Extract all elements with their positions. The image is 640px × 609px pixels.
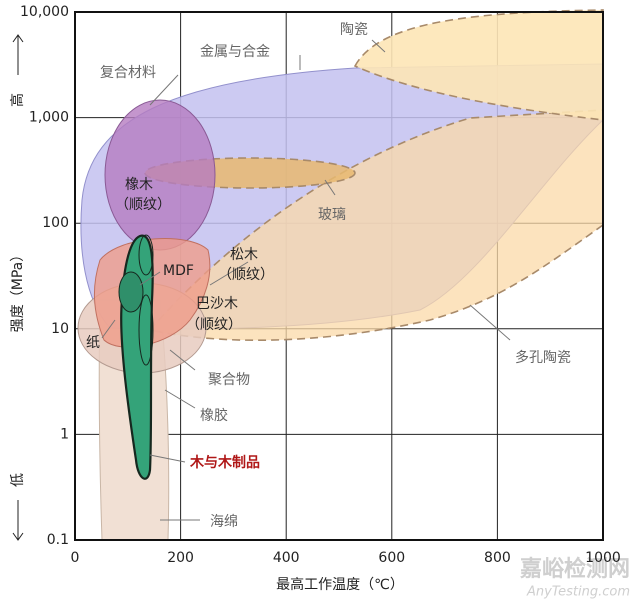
region-oak-wood [138, 234, 154, 276]
x-tick-label: 400 [273, 550, 300, 566]
y-tick-label: 100 [42, 215, 69, 231]
y-tick-label: 10 [51, 321, 69, 337]
watermark: AnyTesting.com [526, 585, 630, 600]
y-tick-label: 1 [60, 426, 69, 442]
x-tick-label: 0 [71, 550, 80, 566]
labels: 陶瓷 金属与合金 复合材料 橡木 （顺纹） 玻璃 松木 （顺纹） MDF 巴沙木… [86, 22, 571, 530]
region-label: 橡胶 [200, 407, 228, 424]
x-axis-label: 最高工作温度（℃） [276, 576, 404, 593]
region-label: 聚合物 [208, 372, 250, 388]
region-label: 海绵 [210, 513, 238, 530]
region-label: 纸 [86, 335, 100, 351]
region-balsa [138, 294, 154, 366]
region-label: 复合材料 [100, 64, 156, 81]
arrow-up [12, 34, 24, 75]
plot-frame [74, 11, 604, 541]
region-label: 橡木 [125, 177, 153, 193]
watermark: 嘉峪检测网 [520, 556, 630, 582]
x-tick-label: 600 [378, 550, 405, 566]
y-high-label: 高 [9, 93, 26, 107]
x-tick-label: 200 [167, 550, 194, 566]
region-label: MDF [163, 263, 194, 279]
y-low-label: 低 [10, 473, 26, 487]
region-label: 多孔陶瓷 [515, 349, 571, 366]
y-tick-label: 0.1 [47, 532, 69, 548]
region-label: 木与木制品 [189, 454, 260, 471]
x-tick-label: 1000 [585, 550, 621, 566]
region-label: 松木 [230, 247, 258, 263]
region-label: （顺纹） [218, 267, 274, 283]
region-label: 巴沙木 [196, 296, 238, 312]
x-tick-label: 800 [484, 550, 511, 566]
arrow-down [12, 500, 24, 541]
region-label: 陶瓷 [340, 22, 368, 38]
y-tick-label: 10,000 [20, 4, 69, 20]
region-label: 金属与合金 [200, 44, 270, 60]
regions [77, 9, 604, 541]
y-axis-label: 强度（MPa） [10, 248, 26, 332]
region-ceramics [353, 9, 604, 121]
region-label: 玻璃 [318, 206, 346, 223]
region-label: （顺纹） [115, 197, 171, 213]
region-porous-ceramics [148, 109, 604, 342]
region-label: （顺纹） [186, 317, 242, 333]
leader-lines [101, 39, 511, 521]
region-mdf [118, 271, 144, 313]
y-tick-label: 1,000 [29, 110, 69, 126]
region-composites [104, 99, 216, 251]
